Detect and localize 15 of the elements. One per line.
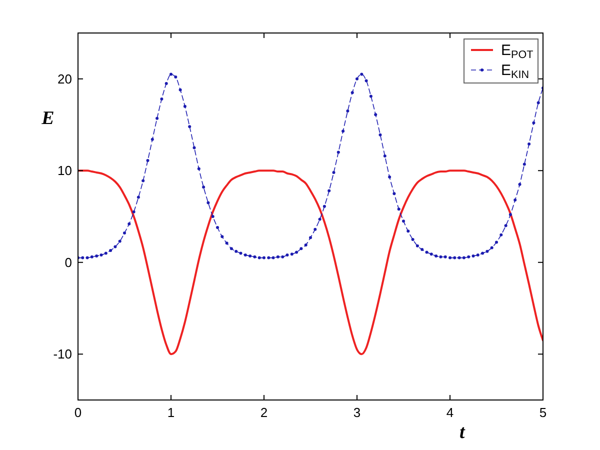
x-tick-label: 2	[260, 405, 268, 420]
x-axis-title: t	[459, 422, 466, 443]
x-tick-label: 0	[74, 405, 82, 420]
y-tick-label: -10	[53, 346, 72, 362]
x-tick-label: 1	[167, 405, 175, 420]
legend-label: E$_{KIN}$	[501, 62, 530, 82]
y-axis-title: E	[40, 108, 54, 129]
x-tick-label: 3	[353, 405, 361, 420]
y-tick-label: 0	[64, 254, 72, 270]
line-series	[78, 170, 543, 356]
x-tick-label: 5	[539, 405, 547, 420]
x-tick-label: 4	[446, 405, 454, 420]
y-tick-label: 20	[58, 71, 72, 86]
legend-label: E$_{POT}$	[501, 42, 534, 62]
y-tick-label: 10	[58, 163, 72, 178]
